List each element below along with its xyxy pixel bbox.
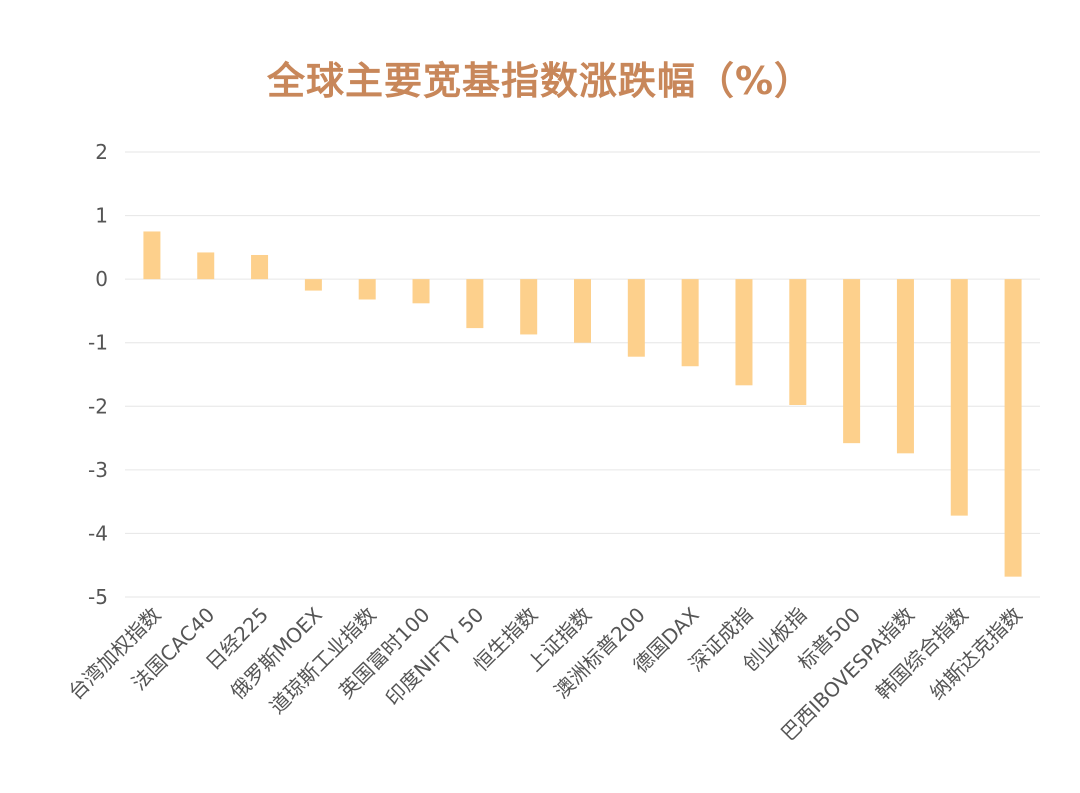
bar [681,279,699,367]
y-tick-label: -4 [88,521,108,545]
y-tick-label: -5 [88,585,108,609]
y-tick-label: -2 [88,394,108,418]
bar [143,231,161,280]
bar [251,254,269,280]
bar [843,279,861,444]
chart-title: 全球主要宽基指数涨跌幅（%） [266,59,814,103]
bar [735,279,753,386]
bar [789,279,807,406]
bar [520,279,538,335]
bar [304,279,322,291]
bar [412,279,430,304]
bar [466,279,484,329]
bar [896,279,914,454]
bar [197,252,215,280]
y-axis-ticks: 2 1 0 -1 -2 -3 -4 -5 [88,140,108,609]
y-tick-label: -1 [88,331,108,355]
y-tick-label: 0 [95,267,108,291]
y-tick-label: 2 [95,140,108,164]
bar [950,279,968,516]
bar [574,279,591,343]
bar [627,279,645,357]
bar [1004,279,1022,577]
bar [358,279,376,300]
y-tick-label: -3 [88,458,108,482]
y-tick-label: 1 [95,204,108,228]
x-axis-labels: 台湾加权指数法国CAC40日经225俄罗斯MOEX道琼斯工业指数英国富时100印… [64,602,1027,745]
bars [143,231,1022,577]
